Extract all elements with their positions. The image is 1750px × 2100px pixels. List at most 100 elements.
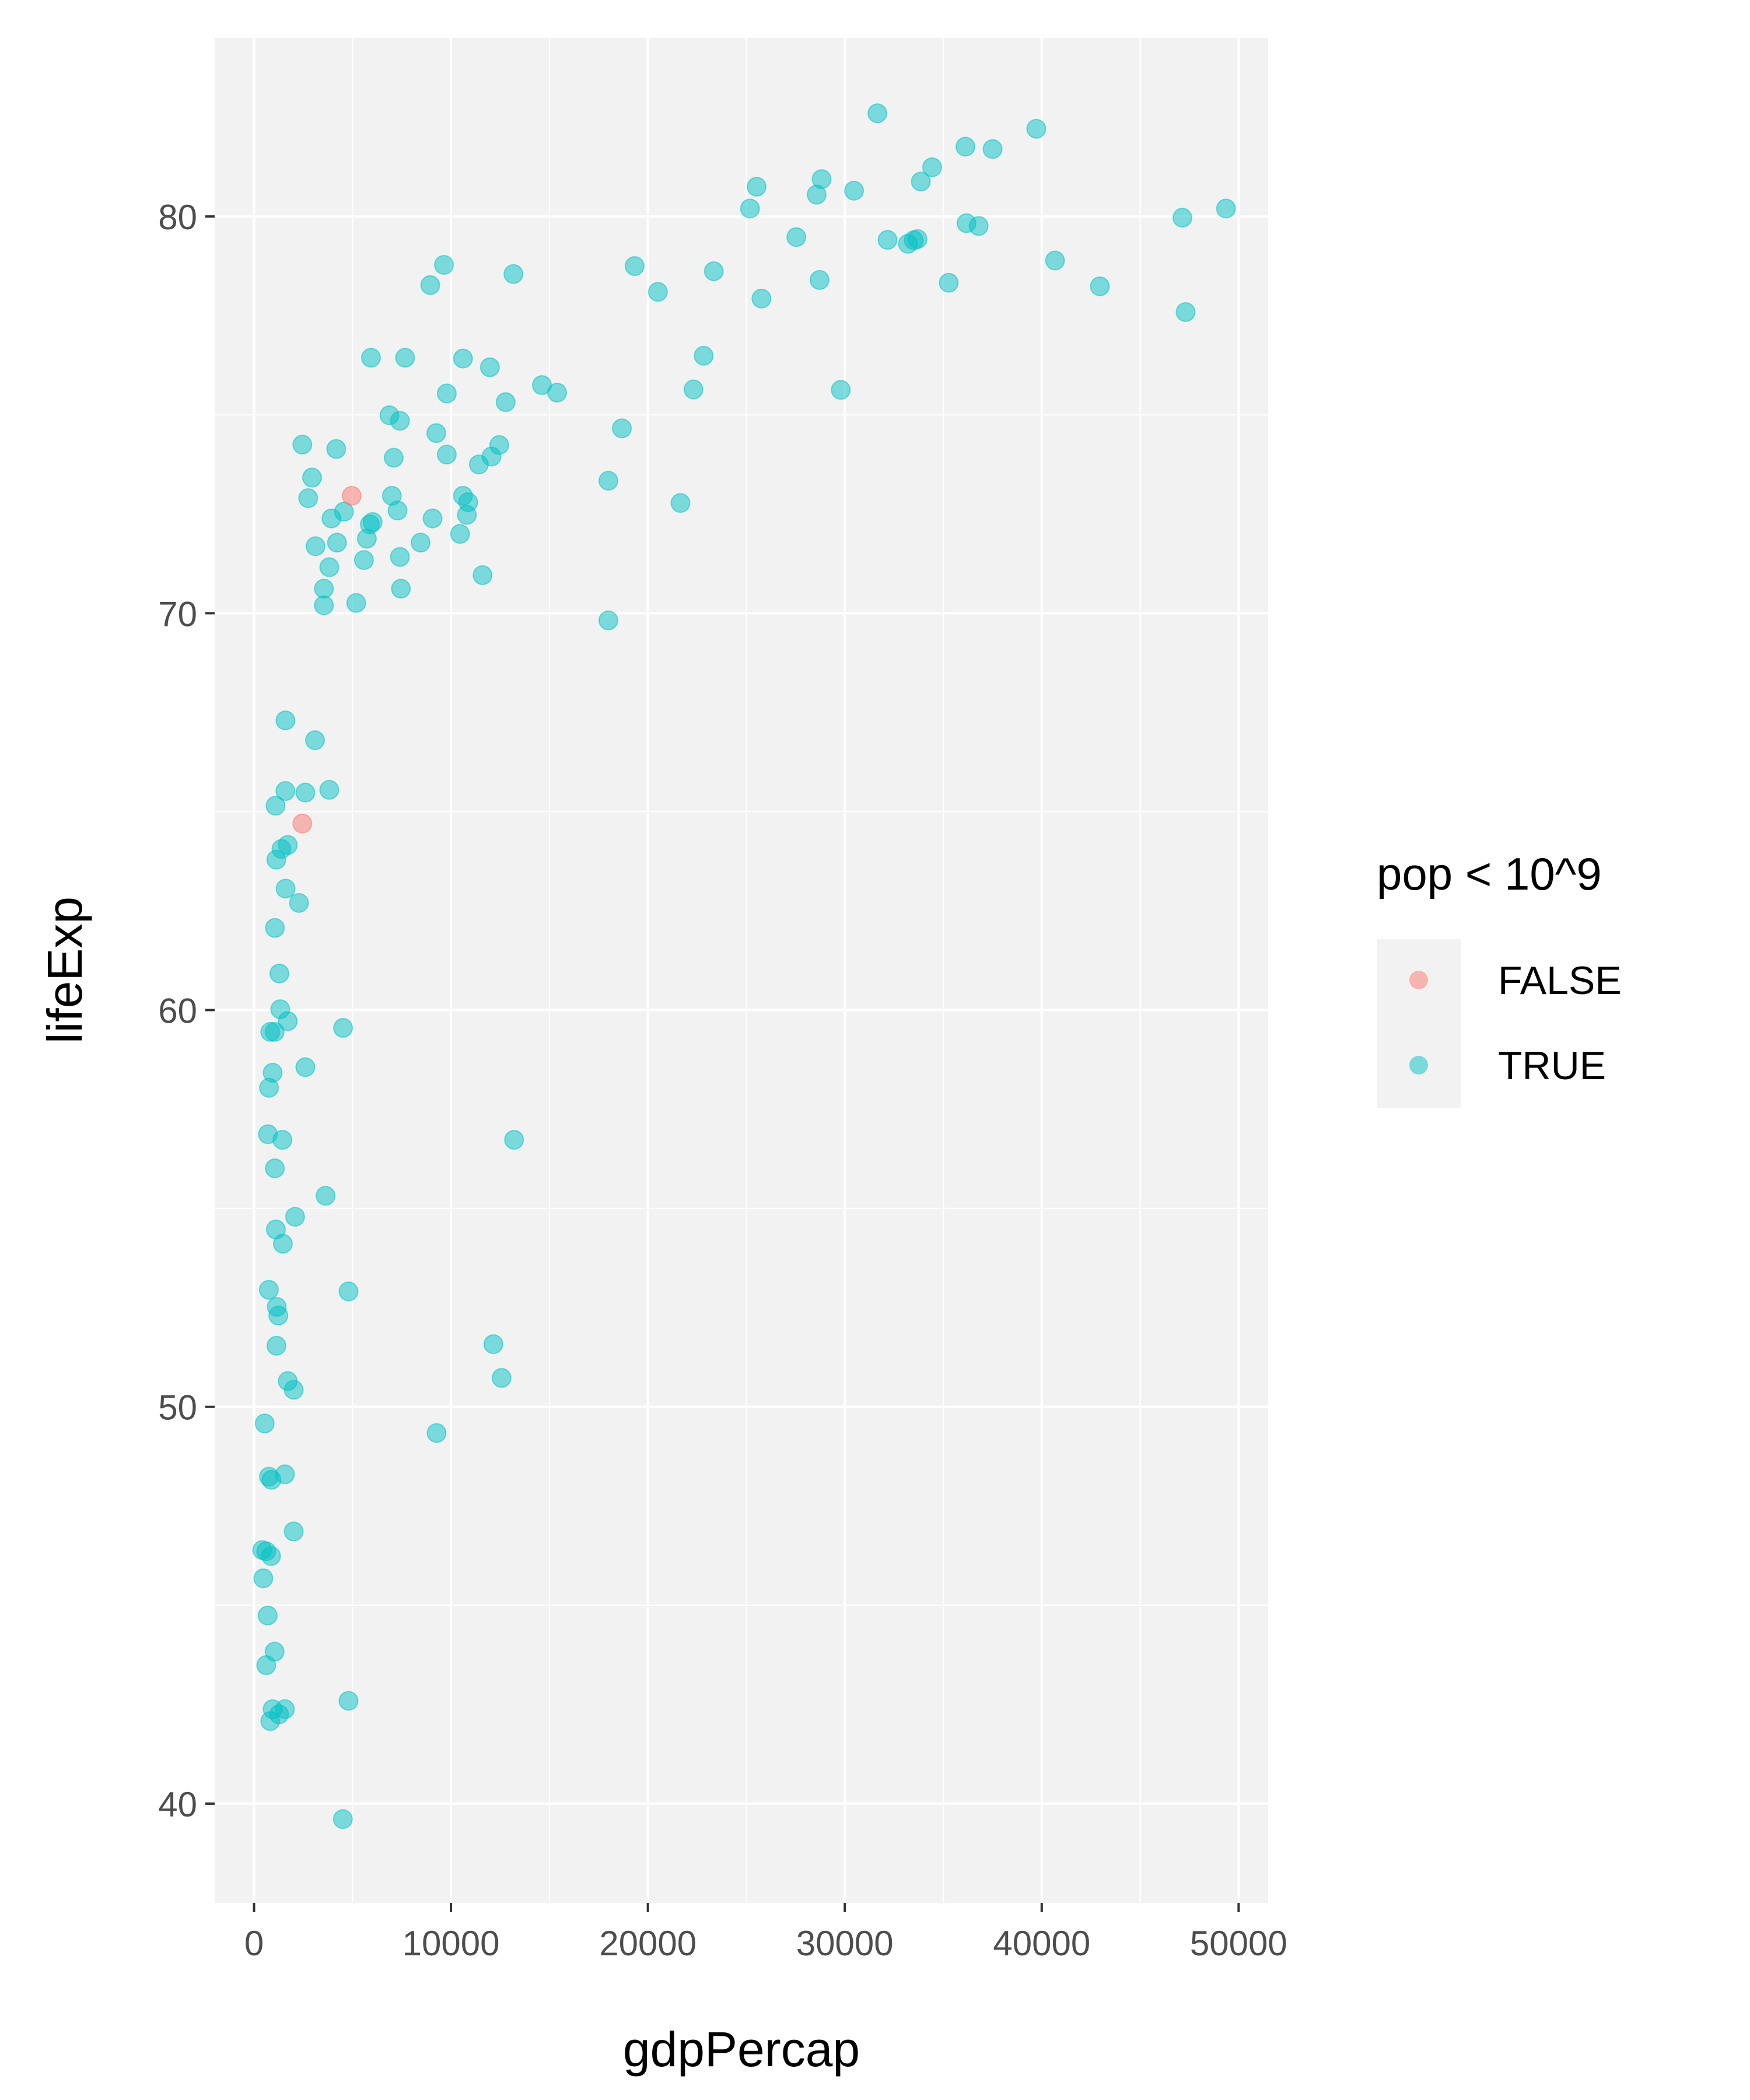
data-point-true xyxy=(256,1655,276,1675)
x-tick-label: 30000 xyxy=(796,1924,894,1963)
data-point-true xyxy=(284,1380,304,1400)
data-point-true xyxy=(295,1057,316,1077)
data-point-true xyxy=(314,579,334,599)
y-tick-label: 50 xyxy=(158,1388,197,1427)
data-point-true xyxy=(275,878,296,899)
data-point-true xyxy=(254,1413,275,1434)
data-point-true xyxy=(491,1368,512,1388)
data-point-true xyxy=(266,1335,286,1356)
data-point-true xyxy=(922,157,942,177)
data-point-true xyxy=(468,454,489,475)
data-point-true xyxy=(257,1605,278,1626)
data-point-true xyxy=(298,488,318,509)
data-point-true xyxy=(319,557,340,578)
data-point-true xyxy=(390,547,410,567)
data-point-true xyxy=(420,275,440,295)
data-point-true xyxy=(480,357,500,377)
data-point-true xyxy=(751,288,772,309)
data-point-true xyxy=(495,392,516,412)
x-tick-label: 0 xyxy=(244,1924,264,1963)
grid-minor-lines xyxy=(215,38,1268,1903)
data-point-true xyxy=(326,439,346,459)
data-point-true xyxy=(411,533,431,553)
data-point-true xyxy=(272,1234,293,1254)
y-tick-label: 40 xyxy=(158,1785,197,1824)
data-point-true xyxy=(259,1077,279,1098)
data-point-true xyxy=(422,508,443,528)
data-point-true xyxy=(278,1011,298,1031)
y-tick-label: 60 xyxy=(158,992,197,1031)
data-point-true xyxy=(1026,118,1046,139)
data-point-true xyxy=(360,348,381,368)
data-point-true xyxy=(269,963,289,984)
data-point-true xyxy=(483,1334,503,1354)
legend-label-false: FALSE xyxy=(1498,958,1622,1003)
data-point-true xyxy=(598,471,618,491)
data-point-true xyxy=(268,1306,289,1326)
data-point-true xyxy=(354,550,374,570)
data-point-true xyxy=(305,536,326,556)
data-point-true xyxy=(338,1281,359,1301)
data-point-false xyxy=(292,813,313,834)
y-tick-label: 80 xyxy=(158,198,197,237)
y-tick-labels: 40 50 60 70 80 xyxy=(158,198,197,1824)
data-point-true xyxy=(390,411,410,431)
data-points xyxy=(252,103,1236,1829)
data-point-true xyxy=(265,796,286,816)
data-point-true xyxy=(694,345,714,366)
data-point-true xyxy=(272,1129,293,1150)
grid-major-lines xyxy=(215,38,1268,1903)
data-point-true xyxy=(867,103,888,124)
data-point-true xyxy=(436,383,457,404)
data-point-true xyxy=(1090,276,1110,296)
y-axis-title: lifeExp xyxy=(37,897,92,1044)
x-tick-label: 40000 xyxy=(993,1924,1090,1963)
data-point-true xyxy=(831,380,851,400)
data-point-true xyxy=(261,1469,282,1490)
data-point-true xyxy=(956,136,976,157)
data-point-true xyxy=(332,1809,353,1829)
x-tick-label: 20000 xyxy=(599,1924,696,1963)
data-point-true xyxy=(302,467,322,488)
data-point-true xyxy=(426,1423,447,1443)
data-point-true xyxy=(346,593,366,613)
data-point-true xyxy=(321,508,342,528)
data-point-true xyxy=(504,1129,524,1150)
data-point-true xyxy=(911,172,931,192)
data-point-true xyxy=(547,383,568,403)
data-point-false xyxy=(341,485,362,506)
data-point-true xyxy=(253,1568,274,1588)
data-point-true xyxy=(383,447,404,468)
x-tick-label: 10000 xyxy=(402,1924,500,1963)
x-tick-labels: 0 10000 20000 30000 40000 50000 xyxy=(244,1924,1287,1963)
x-axis-title: gdpPercap xyxy=(623,2022,860,2077)
data-point-true xyxy=(939,272,959,293)
legend-key-false xyxy=(1409,971,1428,989)
data-point-true xyxy=(260,1711,281,1731)
data-point-true xyxy=(809,270,830,290)
data-point-true xyxy=(747,177,767,197)
data-point-true xyxy=(648,282,668,302)
x-tick-label: 50000 xyxy=(1190,1924,1287,1963)
data-point-true xyxy=(305,730,326,750)
data-point-true xyxy=(391,579,411,599)
data-point-true xyxy=(624,256,645,276)
axis-ticks xyxy=(205,215,1240,1912)
data-point-true xyxy=(598,610,618,631)
data-point-true xyxy=(503,264,524,284)
data-point-true xyxy=(275,781,296,802)
data-point-true xyxy=(904,230,924,250)
data-point-true xyxy=(806,184,827,205)
data-point-true xyxy=(457,505,477,525)
data-point-true xyxy=(704,261,724,281)
data-point-true xyxy=(453,348,473,369)
data-point-true xyxy=(877,230,898,250)
data-point-true xyxy=(670,493,691,513)
data-point-true xyxy=(295,782,316,803)
data-point-true xyxy=(434,255,454,275)
data-point-true xyxy=(319,780,340,800)
data-point-true xyxy=(266,849,286,870)
data-point-true xyxy=(285,1206,305,1227)
data-point-true xyxy=(968,216,989,236)
